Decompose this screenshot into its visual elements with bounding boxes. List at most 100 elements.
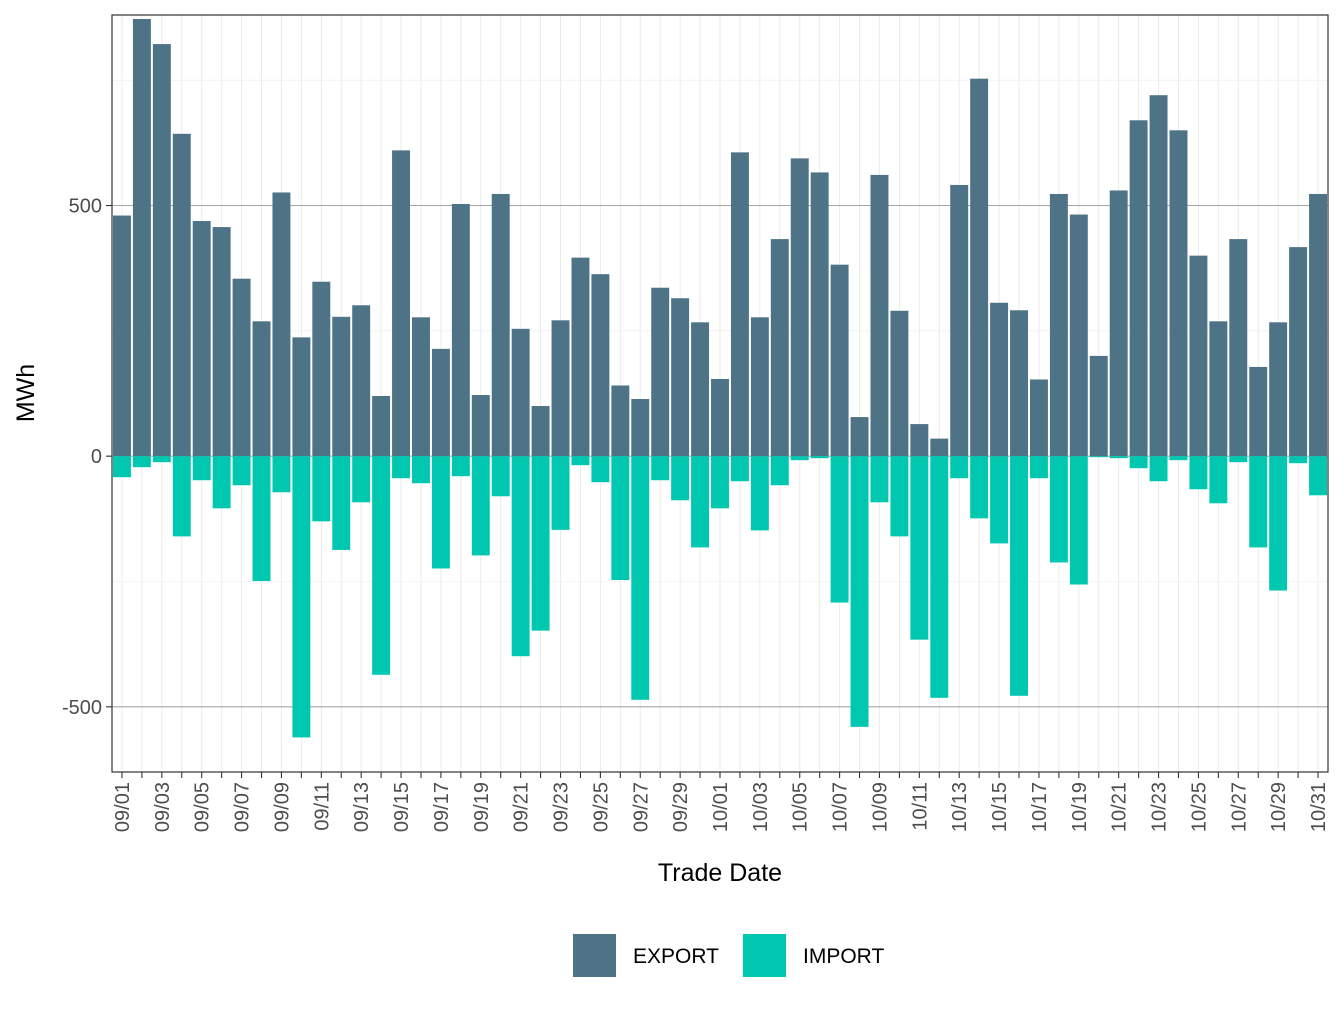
bar-export-10-09 — [870, 174, 889, 457]
x-tick-label: 10/01 — [710, 782, 732, 832]
bar-import-10-11 — [910, 456, 929, 640]
bar-import-09-27 — [631, 456, 650, 700]
bar-export-09-14 — [372, 396, 391, 457]
legend: EXPORT IMPORT — [573, 934, 884, 977]
bar-import-09-29 — [671, 456, 690, 501]
bar-import-10-20 — [1089, 456, 1108, 458]
y-axis: -500 0 500 — [62, 196, 112, 719]
bar-export-10-10 — [890, 310, 909, 457]
bar-export-09-22 — [531, 406, 550, 457]
x-tick-label: 09/13 — [351, 782, 373, 832]
bar-export-09-30 — [691, 322, 710, 457]
bar-import-09-02 — [132, 456, 151, 468]
y-tick-label: 500 — [69, 196, 102, 218]
bar-export-09-27 — [631, 399, 650, 457]
bar-export-09-08 — [252, 321, 271, 457]
bar-import-10-30 — [1289, 456, 1308, 464]
bar-export-10-05 — [790, 158, 809, 457]
x-tick-label: 10/23 — [1149, 782, 1171, 832]
x-tick-label: 10/17 — [1029, 782, 1051, 832]
y-axis-title: MWh — [12, 364, 40, 422]
bar-import-09-08 — [252, 456, 271, 581]
bar-import-09-17 — [431, 456, 450, 569]
bar-export-09-09 — [272, 192, 291, 457]
x-tick-label: 09/03 — [152, 782, 174, 832]
bar-export-09-20 — [491, 193, 510, 457]
bar-import-09-22 — [531, 456, 550, 631]
bars — [113, 19, 1327, 738]
bar-import-10-02 — [730, 456, 749, 482]
bar-export-09-03 — [152, 44, 171, 457]
x-tick-label: 10/19 — [1069, 782, 1091, 832]
bar-export-09-10 — [292, 337, 311, 457]
bar-import-09-30 — [691, 456, 710, 548]
bar-import-09-16 — [412, 456, 430, 484]
bar-import-10-24 — [1169, 456, 1188, 461]
bar-import-10-09 — [870, 456, 889, 503]
x-tick-label: 09/11 — [311, 782, 333, 831]
bar-export-10-12 — [930, 438, 949, 457]
bar-export-09-29 — [671, 298, 690, 457]
bar-import-09-09 — [272, 456, 291, 493]
x-tick-label: 09/27 — [630, 782, 652, 832]
bar-export-10-17 — [1029, 379, 1048, 457]
bar-export-10-20 — [1089, 355, 1108, 457]
bar-import-10-07 — [830, 456, 849, 603]
x-tick-label: 10/09 — [869, 782, 891, 832]
x-axis-title: Trade Date — [658, 859, 782, 887]
bar-import-10-23 — [1149, 456, 1168, 482]
x-tick-label: 09/01 — [112, 782, 134, 832]
bar-export-10-22 — [1129, 120, 1148, 457]
bar-import-10-18 — [1049, 456, 1068, 563]
bar-export-10-11 — [910, 424, 929, 457]
bar-export-10-06 — [810, 172, 829, 457]
bar-export-09-19 — [471, 395, 490, 457]
bar-import-10-21 — [1109, 456, 1128, 459]
x-tick-label: 09/21 — [511, 782, 533, 832]
bar-export-10-25 — [1189, 255, 1208, 457]
bar-import-10-10 — [890, 456, 909, 537]
y-tick-label: -500 — [62, 697, 102, 719]
bar-export-10-01 — [711, 378, 729, 457]
bar-import-10-13 — [950, 456, 969, 479]
legend-key-export — [573, 934, 616, 977]
bar-import-10-26 — [1209, 456, 1228, 504]
x-tick-label: 10/15 — [989, 782, 1011, 832]
bar-export-09-13 — [352, 305, 371, 457]
bar-import-09-23 — [551, 456, 570, 530]
x-tick-label: 09/15 — [391, 782, 413, 832]
x-tick-label: 10/03 — [750, 782, 772, 832]
x-tick-label: 09/07 — [232, 782, 254, 832]
legend-key-import — [743, 934, 786, 977]
x-tick-label: 09/17 — [431, 782, 453, 832]
bar-import-09-10 — [292, 456, 311, 738]
bar-export-10-07 — [830, 264, 849, 457]
x-tick-label: 10/31 — [1308, 782, 1330, 832]
bar-export-09-11 — [312, 281, 331, 457]
bar-export-10-03 — [750, 317, 769, 457]
x-tick-label: 09/09 — [271, 782, 293, 832]
bar-import-10-08 — [850, 456, 869, 727]
bar-import-10-05 — [790, 456, 809, 461]
x-tick-label: 10/13 — [949, 782, 971, 832]
bar-export-09-01 — [113, 215, 131, 457]
bar-export-09-17 — [431, 348, 450, 457]
bar-import-09-05 — [192, 456, 211, 481]
x-tick-label: 09/05 — [192, 782, 214, 832]
bar-import-10-29 — [1269, 456, 1288, 591]
bar-import-10-04 — [770, 456, 789, 486]
bar-import-09-24 — [571, 456, 590, 466]
bar-import-10-06 — [810, 456, 829, 459]
bar-import-09-26 — [611, 456, 630, 580]
bar-export-10-02 — [730, 152, 749, 457]
x-tick-label: 09/25 — [590, 782, 612, 832]
bar-import-10-31 — [1309, 456, 1327, 496]
bar-export-09-28 — [651, 287, 670, 457]
bar-export-09-21 — [511, 328, 530, 457]
bar-import-10-17 — [1029, 456, 1048, 479]
bar-export-10-26 — [1209, 321, 1228, 457]
bar-export-10-04 — [770, 239, 789, 457]
bar-export-10-24 — [1169, 130, 1188, 457]
bar-export-10-29 — [1269, 322, 1288, 457]
